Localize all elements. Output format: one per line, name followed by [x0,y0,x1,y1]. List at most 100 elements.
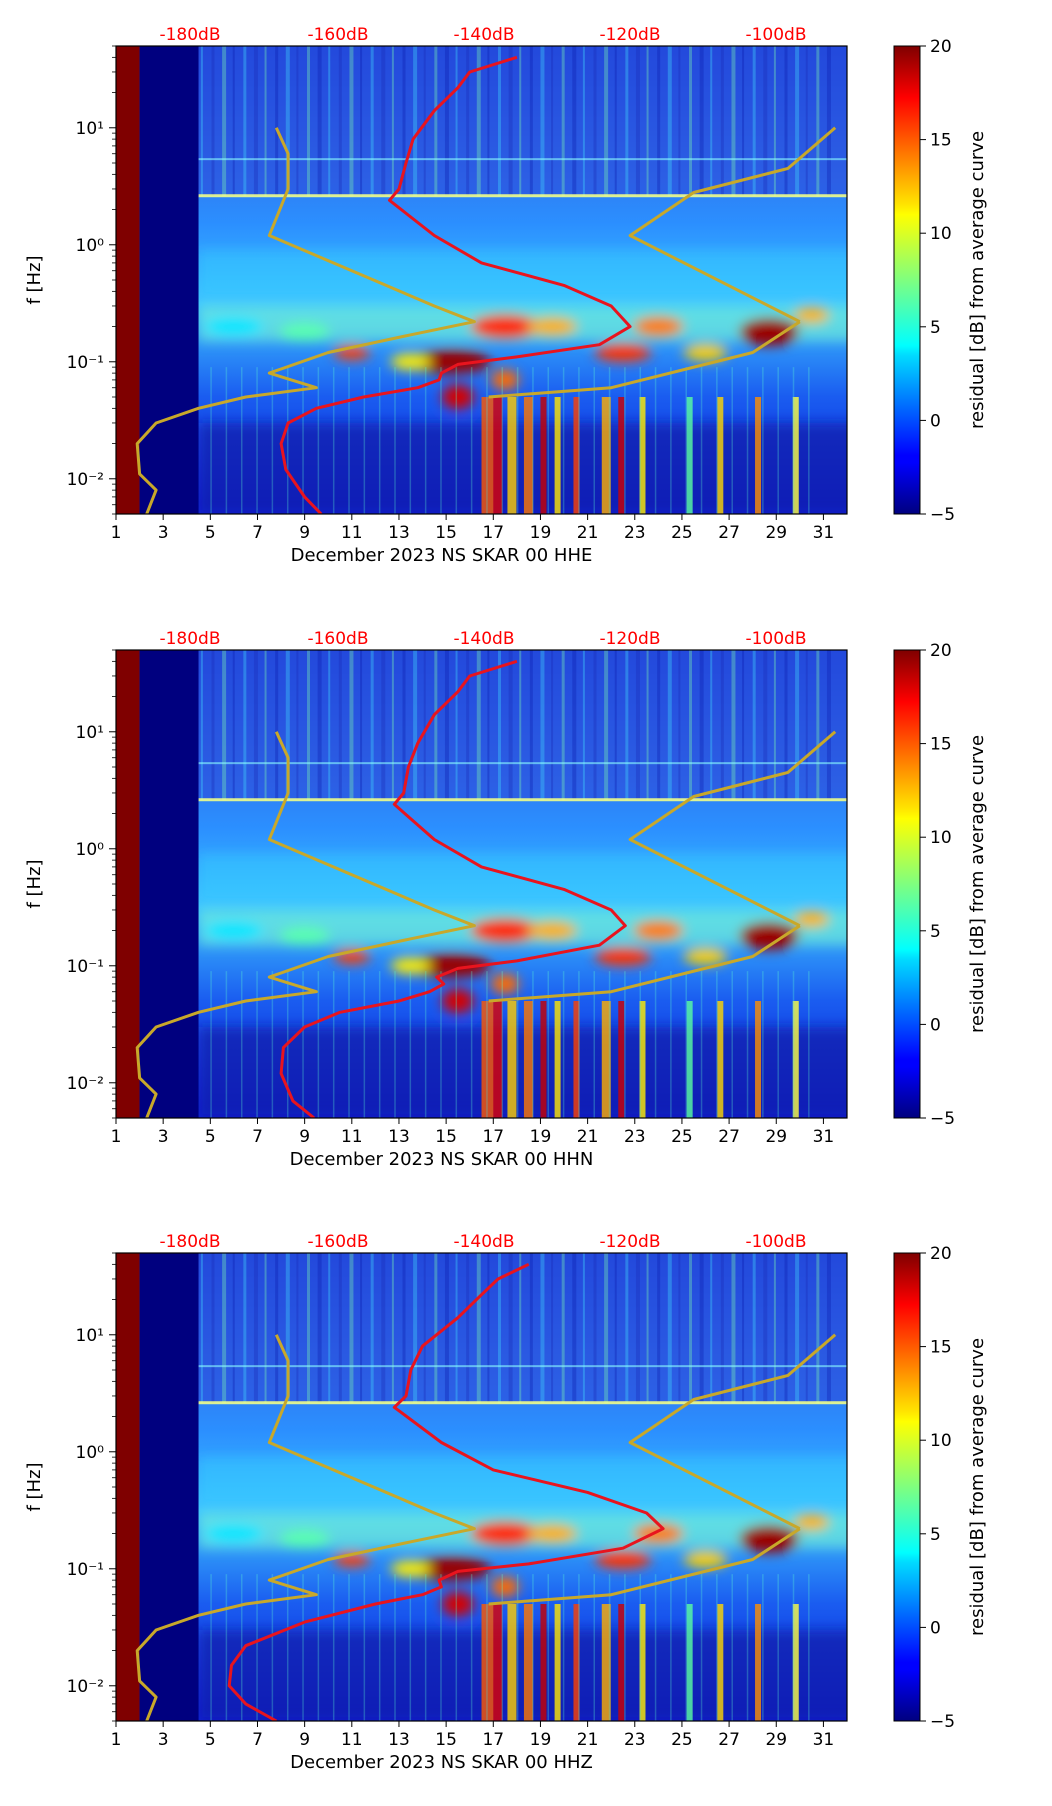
x-tick-label: 13 [388,523,410,543]
energy-blob [470,314,541,339]
colorbar-tick-label: 20 [930,1244,952,1264]
colorbar-tick-label: 15 [930,735,952,755]
hf-streak [508,650,513,801]
hf-streak [646,650,649,801]
noise-model-curve [628,126,837,324]
x-tick-label: 15 [435,1127,457,1147]
hf-streak [243,1253,247,1404]
hf-streak [243,46,247,197]
hf-streak [689,46,693,197]
hf-streak [381,1253,386,1404]
hf-streak [699,46,704,197]
hf-streak [593,1253,597,1404]
colorbar-tick-label: 5 [930,1525,941,1545]
hf-streak [710,650,713,801]
hf-streak [795,1253,800,1404]
energy-blob [527,317,578,336]
x-tick-label: 19 [530,523,552,543]
hf-streak [519,650,522,801]
colorbar: −5 0 5 10 15 20 residual [dB] from average cur… [893,1244,988,1732]
hf-streak [466,650,470,801]
hf-streak [222,1253,227,1404]
x-tick-label: 23 [624,523,646,543]
hf-streak [444,46,449,197]
y-axis: 10⁻² 10⁻¹ 10⁰ 10¹ [67,1252,116,1722]
no-data-block-red [116,650,140,1118]
hf-streak [317,46,322,197]
x-tick-label: 25 [671,1730,693,1750]
energy-blob [203,1523,264,1544]
hf-streak [710,1253,713,1404]
db-scale-label: -180dB [159,1232,220,1252]
hf-streak [667,1253,672,1404]
y-tick-label: 10⁻² [67,1677,104,1697]
transient-streaks [210,971,810,1118]
band-line [198,158,847,161]
x-tick-label: 23 [624,1730,646,1750]
no-data-block-blue [139,1253,199,1721]
hf-streak [200,46,203,197]
noise-model-curve [488,1527,801,1606]
hf-streak [317,1253,322,1404]
hf-streak [519,46,522,197]
x-tick-label: 11 [341,523,363,543]
hf-streak [784,46,788,197]
hf-streak [338,46,342,197]
hf-streak [614,1253,617,1404]
y-axis-label: f [Hz] [24,859,45,908]
colorbar-tick-label: 0 [930,1015,941,1035]
energy-blob [527,921,578,940]
energy-blob [793,911,830,928]
hf-streak [498,650,502,801]
high-frequency-band [198,1253,847,1404]
transient-streaks [210,1574,810,1721]
hf-streak [296,650,299,801]
hf-streak [381,650,386,801]
db-scale-label: -180dB [159,629,220,649]
hf-streak [742,1253,745,1404]
hf-streak [625,46,629,197]
db-scale-label: -100dB [745,25,806,45]
hf-streak [572,1253,577,1404]
hf-streak [720,46,724,197]
hf-streak [317,650,322,801]
colorbar-gradient [893,649,921,1119]
hf-streak [487,650,490,801]
hf-streak [232,1253,235,1404]
hf-streak [582,1253,585,1404]
x-tick-label: 5 [205,1730,216,1750]
hf-streak [413,1253,418,1404]
colorbar-gradient [893,45,921,515]
energy-blob [594,947,651,966]
db-scale-label: -160dB [307,1232,368,1252]
x-tick-label: 31 [813,523,835,543]
hf-streak [328,1253,331,1404]
hf-streak [593,46,597,197]
hf-streak [551,46,554,197]
x-axis-label: December 2023 NS SKAR 00 HHN [290,1149,594,1170]
energy-blob [410,1556,491,1581]
energy-blob [279,926,330,945]
colorbar-tick-label: 20 [930,641,952,661]
x-tick-label: 23 [624,1127,646,1147]
db-scale-label: -100dB [745,1232,806,1252]
hf-streak [667,650,672,801]
db-scale-label: -120dB [599,25,660,45]
hf-streak [635,46,640,197]
hf-streak [763,46,768,197]
hf-streak [434,46,438,197]
hf-streak [232,46,235,197]
y-axis: 10⁻² 10⁻¹ 10⁰ 10¹ [67,45,116,515]
hf-streak [222,650,227,801]
hf-streak [731,650,736,801]
noise-model-curve [135,127,476,514]
x-tick-label: 31 [813,1127,835,1147]
hf-streak [360,1253,363,1404]
hf-streak [253,46,258,197]
hf-streak [498,1253,502,1404]
hf-streak [635,1253,640,1404]
noise-model-curve [628,1333,837,1531]
hf-streak [731,46,736,197]
